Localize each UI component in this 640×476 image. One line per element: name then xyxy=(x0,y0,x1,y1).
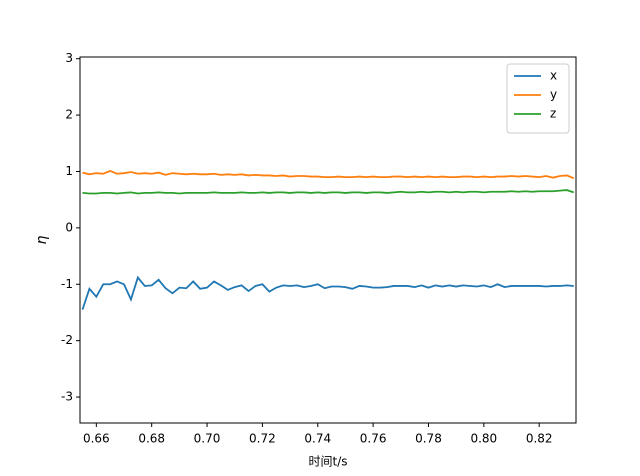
x-tick-label: 0.74 xyxy=(304,432,331,446)
y-tick-label: -1 xyxy=(61,277,73,291)
legend-box xyxy=(506,63,570,134)
y-tick-label: 3 xyxy=(65,51,73,65)
x-tick-label: 0.66 xyxy=(83,432,110,446)
y-tick-label: -3 xyxy=(61,390,73,404)
legend-label: y xyxy=(550,88,557,102)
x-tick-label: 0.72 xyxy=(249,432,276,446)
y-tick-label: 0 xyxy=(65,220,73,234)
y-tick-label: 2 xyxy=(65,108,73,122)
x-tick-label: 0.78 xyxy=(415,432,442,446)
y-tick-label: 1 xyxy=(65,164,73,178)
y-axis-label: η xyxy=(34,235,50,244)
legend-label: x xyxy=(550,69,557,83)
legend-label: z xyxy=(550,107,556,121)
x-tick-label: 0.68 xyxy=(138,432,165,446)
x-tick-label: 0.70 xyxy=(194,432,221,446)
x-tick-label: 0.80 xyxy=(470,432,497,446)
x-tick-label: 0.82 xyxy=(526,432,553,446)
series-line xyxy=(81,275,574,310)
plot-frame xyxy=(79,56,577,424)
x-axis-label: 时间t/s xyxy=(308,455,347,469)
y-tick-label: -2 xyxy=(61,333,73,347)
series-line xyxy=(82,169,575,180)
x-tick-label: 0.76 xyxy=(360,432,387,446)
series-line xyxy=(82,189,575,195)
